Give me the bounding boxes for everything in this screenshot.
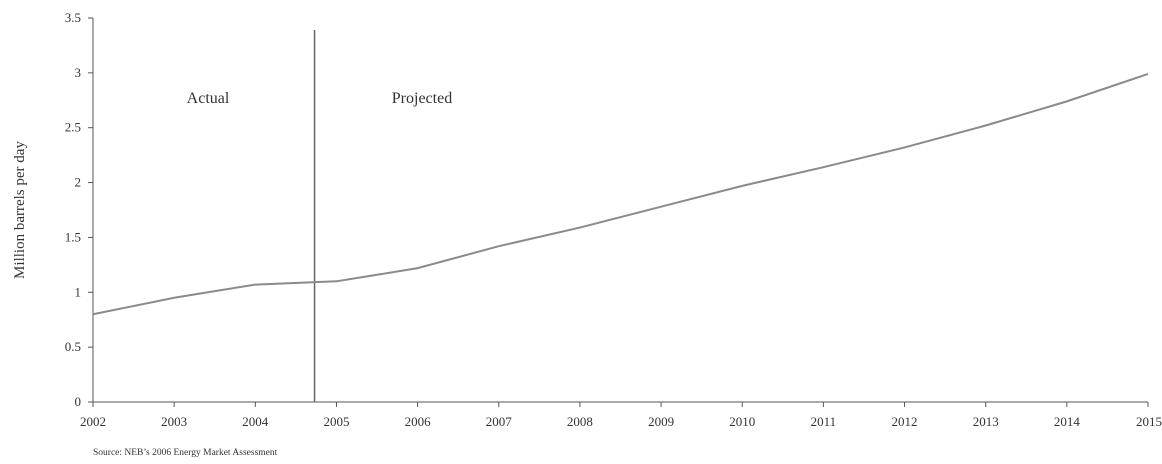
y-tick-label: 2 — [75, 175, 82, 190]
y-tick-label: 0.5 — [65, 339, 81, 354]
x-axis-ticks: 2002 2003 2004 2005 2006 2007 2008 2009 2010 2011… — [80, 402, 1162, 429]
x-tick-label: 2007 — [486, 414, 513, 429]
y-tick-label: 1.5 — [65, 229, 81, 244]
y-axis-ticks: 0 0.5 1 1.5 2 2.5 3 3.5 — [65, 10, 93, 409]
y-tick-label: 3 — [75, 65, 82, 80]
y-axis-title: Million barrels per day — [12, 141, 28, 279]
x-tick-label: 2012 — [892, 414, 918, 429]
x-tick-label: 2015 — [1136, 414, 1162, 429]
x-tick-label: 2013 — [973, 414, 999, 429]
y-tick-label: 2.5 — [65, 120, 81, 135]
x-tick-label: 2009 — [648, 414, 674, 429]
x-tick-label: 2006 — [405, 414, 432, 429]
series-line — [92, 73, 1149, 316]
annotation-actual: Actual — [187, 90, 230, 107]
y-tick-label: 0 — [75, 394, 82, 409]
source-note: Source: NEB’s 2006 Energy Market Assessm… — [93, 448, 278, 458]
y-tick-label: 3.5 — [65, 10, 81, 25]
y-tick-label: 1 — [75, 284, 82, 299]
x-tick-label: 2010 — [729, 414, 755, 429]
x-tick-label: 2004 — [242, 414, 269, 429]
x-tick-label: 2008 — [567, 414, 593, 429]
x-tick-label: 2002 — [80, 414, 106, 429]
x-tick-label: 2011 — [811, 414, 837, 429]
annotation-projected: Projected — [392, 90, 452, 107]
x-tick-label: 2003 — [161, 414, 187, 429]
x-tick-label: 2014 — [1054, 414, 1081, 429]
x-tick-label: 2005 — [323, 414, 349, 429]
